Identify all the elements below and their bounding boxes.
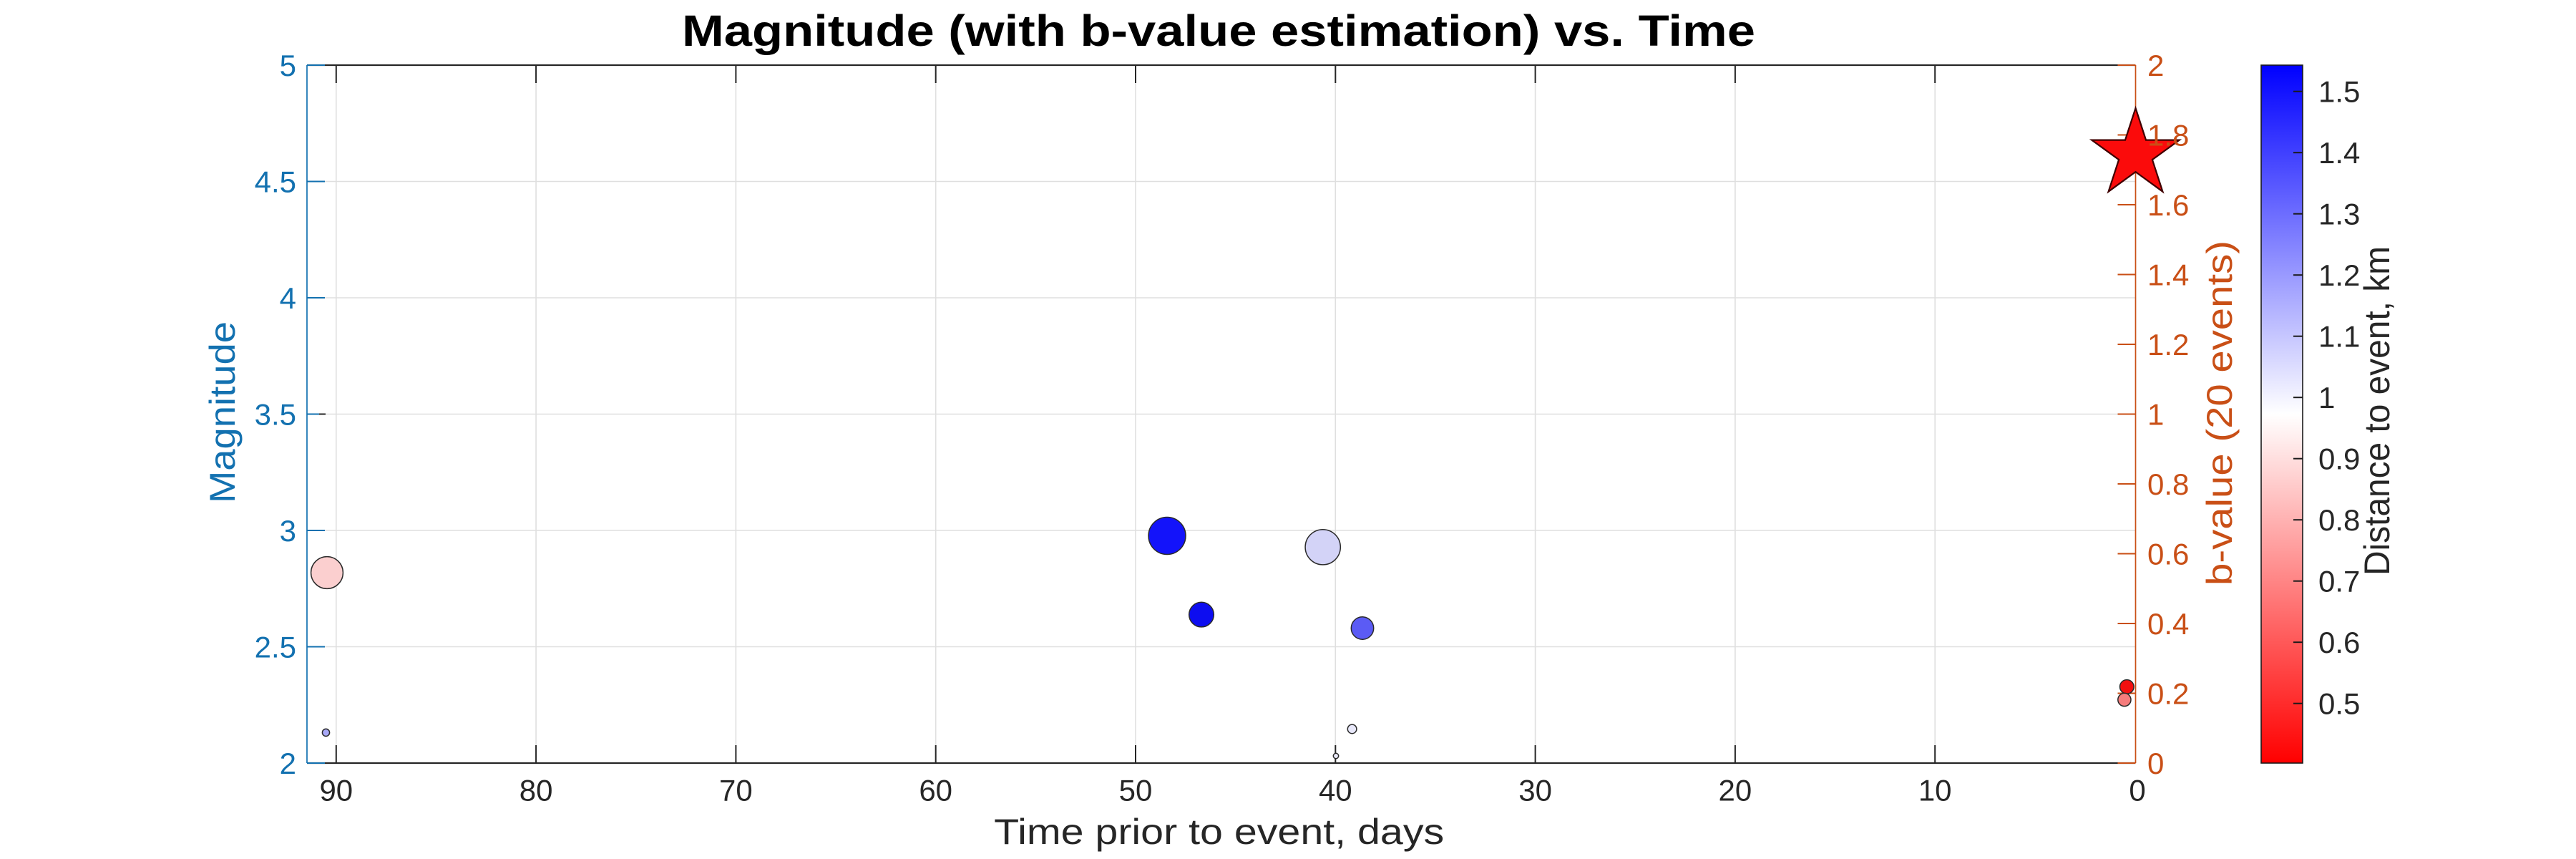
svg-text:50: 50 <box>1119 774 1153 807</box>
svg-text:0.8: 0.8 <box>2147 467 2189 501</box>
svg-text:1.6: 1.6 <box>2147 188 2189 222</box>
svg-text:1.8: 1.8 <box>2147 119 2189 152</box>
svg-text:Distance to event, km: Distance to event, km <box>2357 246 2397 576</box>
svg-text:3.5: 3.5 <box>255 398 296 432</box>
svg-text:1.2: 1.2 <box>2318 258 2360 292</box>
svg-text:0: 0 <box>2147 747 2164 780</box>
svg-text:70: 70 <box>719 774 753 807</box>
svg-text:1.5: 1.5 <box>2318 75 2360 109</box>
svg-text:1.4: 1.4 <box>2147 258 2189 292</box>
svg-text:1.1: 1.1 <box>2318 320 2360 354</box>
svg-text:1.3: 1.3 <box>2318 198 2360 231</box>
svg-text:60: 60 <box>919 774 952 807</box>
svg-text:2: 2 <box>2147 49 2164 82</box>
svg-text:0.6: 0.6 <box>2147 538 2189 571</box>
svg-text:30: 30 <box>1518 774 1552 807</box>
svg-text:2: 2 <box>280 747 296 780</box>
svg-text:b-value (20 events): b-value (20 events) <box>2200 241 2240 586</box>
svg-text:Time prior to event, days: Time prior to event, days <box>994 812 1444 852</box>
svg-text:0.7: 0.7 <box>2318 565 2360 598</box>
svg-text:1: 1 <box>2147 398 2164 432</box>
svg-text:5: 5 <box>280 49 296 82</box>
svg-text:Magnitude: Magnitude <box>203 321 243 503</box>
svg-text:10: 10 <box>1918 774 1952 807</box>
svg-text:0.9: 0.9 <box>2318 442 2360 476</box>
svg-text:0.5: 0.5 <box>2318 687 2360 721</box>
svg-text:0: 0 <box>2129 774 2145 807</box>
svg-text:0.4: 0.4 <box>2147 607 2189 641</box>
svg-text:2.5: 2.5 <box>255 631 296 664</box>
svg-text:40: 40 <box>1319 774 1352 807</box>
svg-text:1.4: 1.4 <box>2318 136 2360 170</box>
svg-text:90: 90 <box>319 774 353 807</box>
svg-text:4: 4 <box>280 281 296 315</box>
svg-text:0.6: 0.6 <box>2318 626 2360 659</box>
svg-text:0.8: 0.8 <box>2318 503 2360 537</box>
svg-text:3: 3 <box>280 514 296 548</box>
svg-text:20: 20 <box>1719 774 1752 807</box>
svg-text:4.5: 4.5 <box>255 165 296 199</box>
svg-text:80: 80 <box>519 774 553 807</box>
svg-text:Magnitude (with b-value estima: Magnitude (with b-value estimation) vs. … <box>682 6 1755 55</box>
svg-text:0.2: 0.2 <box>2147 677 2189 711</box>
svg-text:1.2: 1.2 <box>2147 328 2189 361</box>
svg-text:1: 1 <box>2318 381 2335 414</box>
